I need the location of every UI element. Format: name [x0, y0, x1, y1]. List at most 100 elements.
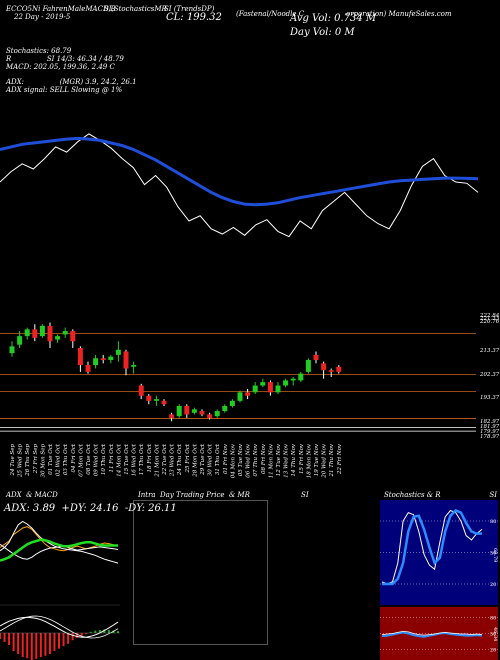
- stochastic-k-line: [381, 509, 483, 585]
- candle: [161, 399, 167, 406]
- macd-histogram-bar: [0, 633, 1, 639]
- date-label: 22 Tue Oct: [162, 443, 168, 476]
- stoch-line: SI,StochasticsMR: [104, 5, 167, 13]
- candle-body: [252, 385, 258, 393]
- candle: [77, 346, 83, 372]
- price-label: 221.33: [479, 316, 500, 322]
- date-label: 30 Wed Oct: [208, 443, 214, 476]
- candle: [55, 334, 61, 343]
- candle-body: [283, 380, 289, 386]
- macd-histogram-bar: [12, 633, 15, 651]
- stochastics-panel: [380, 500, 498, 605]
- date-label: 29 Tue Oct: [200, 443, 206, 476]
- intraday-title: Intra Day Trading Price & MR SI: [138, 491, 309, 499]
- avg-vol: Avg Vol: 0.734 M: [290, 13, 377, 24]
- stoch-side-label: 68.79: [492, 548, 498, 562]
- candle: [207, 412, 213, 420]
- candle: [313, 351, 319, 364]
- date-label: 21 Thu Nov: [329, 443, 335, 477]
- candle-body: [260, 382, 266, 386]
- candle: [252, 382, 258, 395]
- candle: [115, 341, 121, 362]
- candle-body: [237, 392, 243, 401]
- stochastic-d-line: [382, 509, 482, 586]
- candle-body: [153, 399, 159, 401]
- candle: [62, 327, 68, 338]
- macd-histogram-bar: [8, 633, 11, 645]
- candle: [9, 341, 15, 357]
- candle: [290, 377, 296, 386]
- candle-body: [321, 363, 327, 371]
- macd-histogram-bar: [85, 633, 88, 635]
- candle: [191, 407, 197, 415]
- adx-macd-title: ADX & MACD: [6, 491, 58, 499]
- macd-histogram-bar: [58, 633, 60, 649]
- candle-body: [62, 331, 68, 335]
- macd-histogram-bar: [62, 633, 65, 647]
- macd-histogram-bar: [44, 633, 47, 656]
- date-label: 07 Mon Oct: [78, 443, 84, 477]
- macd-histogram-bar: [80, 633, 83, 636]
- adx-annotation: ADX: 3.89 +DY: 24.16 -DY: 26.11: [4, 503, 177, 514]
- macd-histogram-bar: [76, 633, 79, 638]
- macd-histogram-bar: [103, 629, 106, 633]
- date-label: 21 Mon Oct: [154, 443, 160, 478]
- date-label: 22 Fri Nov: [337, 443, 343, 475]
- candle: [32, 324, 38, 342]
- candle-body: [305, 359, 311, 372]
- di-line: [0, 543, 119, 560]
- macd-histogram-bar: [67, 633, 70, 644]
- macd-histogram-bar: [3, 633, 6, 642]
- rsi-side-label: 46.34: [492, 627, 498, 641]
- candle: [267, 380, 273, 396]
- candle-body: [77, 348, 83, 366]
- candle: [39, 324, 45, 338]
- candle-body: [161, 400, 167, 405]
- candle: [305, 358, 311, 374]
- intraday-box: [133, 500, 268, 645]
- candle-body: [313, 354, 319, 360]
- stoch-tick-label: 50: [490, 551, 496, 557]
- candle: [184, 404, 190, 418]
- candle-body: [214, 411, 220, 417]
- price-label: 178.97: [480, 434, 500, 440]
- candle: [260, 378, 266, 388]
- day-vol: Day Vol: 0 M: [290, 27, 355, 38]
- date-label: 28 Mon Oct: [192, 443, 198, 478]
- candle-body: [24, 329, 30, 337]
- adx-value: ADX: (MGR) 3.9, 24.2, 26.1: [6, 78, 137, 86]
- date-label: 23 Wed Oct: [170, 443, 176, 477]
- macd-histogram-bar: [98, 630, 101, 633]
- price-label: 193.37: [480, 395, 500, 401]
- price-label: 213.37: [479, 348, 500, 354]
- date-label: 09 Wed Oct: [94, 443, 100, 476]
- company-line-2: orporation) ManufeSales.com: [346, 10, 452, 18]
- date-label: 25 Wed Sep: [18, 444, 24, 478]
- macd-value: MACD: 202.05, 199.36, 2.49 C: [6, 63, 115, 71]
- date-label: 01 Tue Oct: [48, 443, 54, 475]
- candle: [108, 354, 114, 364]
- date-label: 27 Fri Sep: [33, 444, 39, 475]
- date-label: 14 Mon Oct: [116, 443, 122, 477]
- rsi-tick-label: 80: [490, 616, 496, 622]
- candle-body: [275, 385, 281, 393]
- candle-body: [47, 325, 53, 342]
- candle: [70, 329, 76, 349]
- date-label: 24 Thu Oct: [177, 443, 183, 476]
- candle-body: [138, 385, 144, 396]
- candle-body: [199, 411, 205, 415]
- candle: [123, 349, 129, 376]
- candle-body: [336, 366, 342, 372]
- date-label: 26 Thu Sep: [25, 444, 31, 477]
- price-label: 202.37: [479, 372, 500, 378]
- date-label: 14 Thu Nov: [291, 443, 297, 476]
- adx-line: [0, 538, 118, 562]
- date-label: 11 Mon Nov: [268, 443, 274, 478]
- candle-body: [169, 414, 175, 418]
- macd-histogram-bar: [107, 630, 110, 633]
- close-label: CL: 199.32: [166, 12, 222, 23]
- macd-signal-line: [0, 615, 119, 639]
- date-label: 05 Tue Nov: [238, 443, 244, 476]
- candle: [100, 354, 106, 364]
